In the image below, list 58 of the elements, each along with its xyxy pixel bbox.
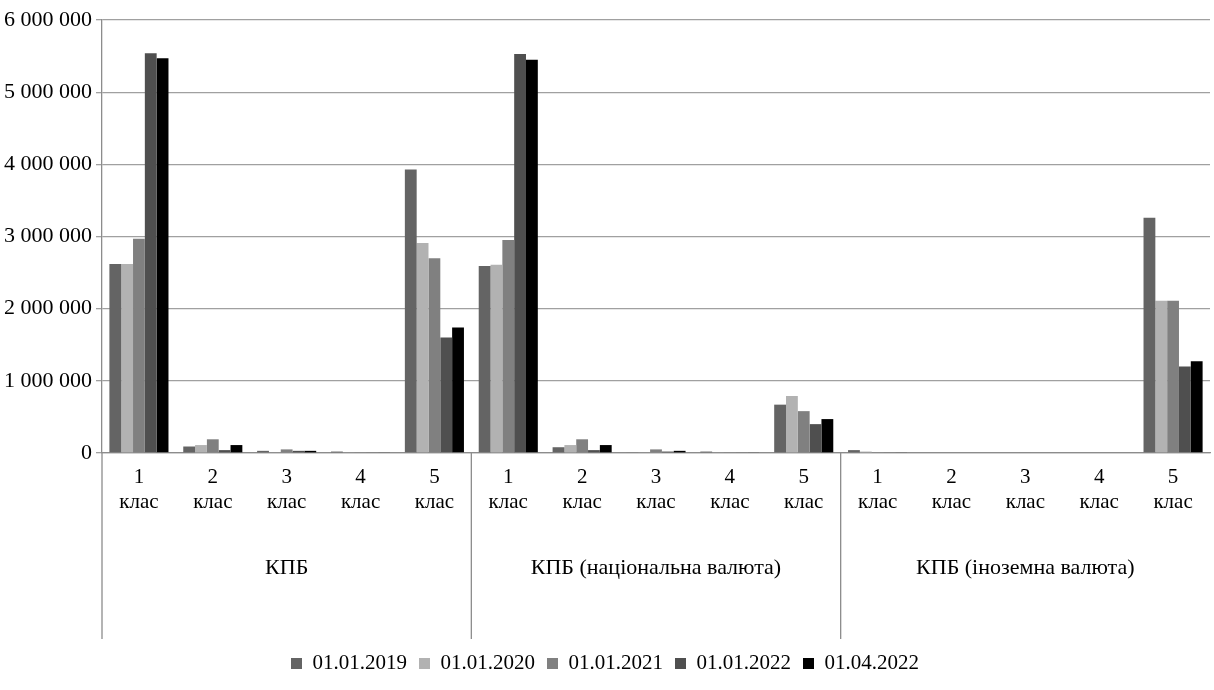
y-tick-label: 5 000 000 bbox=[4, 77, 92, 103]
bar bbox=[1155, 300, 1168, 453]
legend-label: 01.01.2019 bbox=[312, 650, 407, 675]
legend-label: 01.04.2022 bbox=[824, 650, 919, 675]
bar bbox=[1178, 366, 1191, 453]
x-tick-label: 5 клас bbox=[784, 464, 824, 514]
bar bbox=[809, 424, 822, 453]
bar bbox=[821, 419, 834, 453]
x-tick-label: 4 клас bbox=[1079, 464, 1119, 514]
bar bbox=[121, 263, 134, 453]
y-tick-label: 6 000 000 bbox=[4, 5, 92, 31]
legend-label: 01.01.2021 bbox=[568, 650, 663, 675]
x-tick-label: 3 клас bbox=[1005, 464, 1045, 514]
bar bbox=[109, 263, 122, 453]
x-tick-label: 2 клас bbox=[562, 464, 602, 514]
bar bbox=[478, 266, 491, 453]
bar bbox=[452, 327, 464, 453]
bar bbox=[156, 58, 169, 453]
bar bbox=[1190, 361, 1203, 453]
y-tick-label: 3 000 000 bbox=[4, 222, 92, 248]
bar bbox=[588, 450, 600, 453]
bar bbox=[230, 445, 243, 453]
text: КПБ bbox=[265, 553, 309, 579]
bar bbox=[490, 264, 503, 453]
text: КПБ (національна валюта) bbox=[530, 553, 782, 579]
y-tick-label: 4 000 000 bbox=[4, 150, 92, 176]
bar bbox=[774, 404, 787, 453]
x-tick-label: 5 клас bbox=[414, 464, 455, 514]
x-tick-label: 3 клас bbox=[636, 464, 676, 514]
legend-label: 01.01.2020 bbox=[440, 650, 535, 675]
bar bbox=[404, 169, 417, 453]
x-tick-label: 1 клас bbox=[488, 464, 528, 514]
y-tick-label: 0 bbox=[81, 438, 92, 464]
bar bbox=[144, 53, 157, 453]
bar bbox=[552, 447, 565, 453]
x-tick-label: 4 клас bbox=[710, 464, 750, 514]
x-tick-label: 2 клас bbox=[931, 464, 972, 514]
y-tick-label: 2 000 000 bbox=[4, 294, 92, 320]
bar bbox=[1143, 217, 1156, 453]
x-tick-label: 4 клас bbox=[340, 464, 381, 514]
bar bbox=[848, 450, 860, 453]
x-tick-label: 5 клас bbox=[1153, 464, 1193, 514]
x-tick-label: 2 клас bbox=[193, 464, 233, 514]
bar bbox=[526, 59, 538, 453]
bar bbox=[440, 337, 453, 453]
bar bbox=[564, 445, 577, 453]
x-tick-label: 1 клас bbox=[857, 464, 898, 514]
x-tick-label: 3 клас bbox=[267, 464, 307, 514]
bar bbox=[416, 243, 429, 453]
bar bbox=[218, 450, 231, 453]
legend-label: 01.01.2022 bbox=[696, 650, 791, 675]
bar bbox=[786, 395, 798, 453]
bar bbox=[514, 53, 526, 453]
bar bbox=[599, 445, 612, 453]
y-tick-label: 1 000 000 bbox=[4, 366, 92, 392]
x-tick-label: 1 клас bbox=[119, 464, 159, 514]
bar bbox=[195, 445, 207, 453]
text: КПБ (іноземна валюта) bbox=[916, 553, 1135, 579]
